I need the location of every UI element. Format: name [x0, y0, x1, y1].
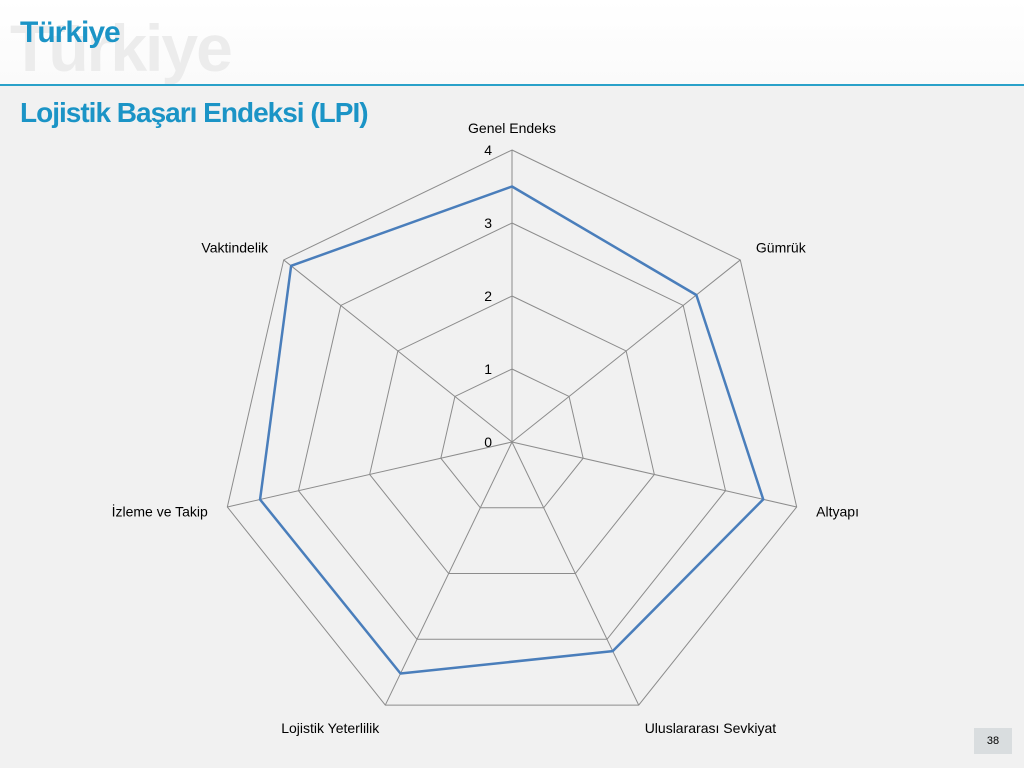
- category-label: Altyapı: [816, 503, 859, 519]
- axis-spoke: [384, 441, 513, 706]
- axis-spoke: [511, 441, 797, 508]
- header-divider: [0, 84, 1024, 86]
- tick-label: 3: [484, 215, 492, 231]
- page-title: Türkiye: [20, 16, 121, 49]
- category-label: İzleme ve Takip: [112, 502, 208, 519]
- category-label: Gümrük: [756, 239, 807, 255]
- category-label: Genel Endeks: [468, 120, 556, 136]
- series-line: [258, 185, 765, 675]
- category-label: Uluslararası Sevkiyat: [645, 720, 777, 736]
- axis-spoke: [511, 259, 741, 443]
- tick-label: 4: [484, 142, 492, 158]
- category-label: Vaktindelik: [201, 239, 269, 255]
- tick-label: 0: [484, 434, 492, 450]
- watermark: Türkiye: [10, 11, 233, 85]
- slide-subtitle: Lojistik Başarı Endeksi (LPI): [20, 97, 369, 128]
- tick-label: 1: [484, 361, 492, 377]
- axis-spoke: [227, 441, 513, 508]
- tick-label: 2: [484, 288, 492, 304]
- axis-spoke: [283, 259, 513, 443]
- grid-ring: [226, 149, 798, 706]
- grid-ring: [297, 222, 727, 640]
- axis-spoke: [511, 441, 640, 706]
- grid-ring: [440, 368, 584, 509]
- header-band: [0, 0, 1024, 84]
- category-label: Lojistik Yeterlilik: [281, 720, 380, 736]
- page-number: 38: [974, 728, 1012, 754]
- grid-ring: [369, 295, 655, 575]
